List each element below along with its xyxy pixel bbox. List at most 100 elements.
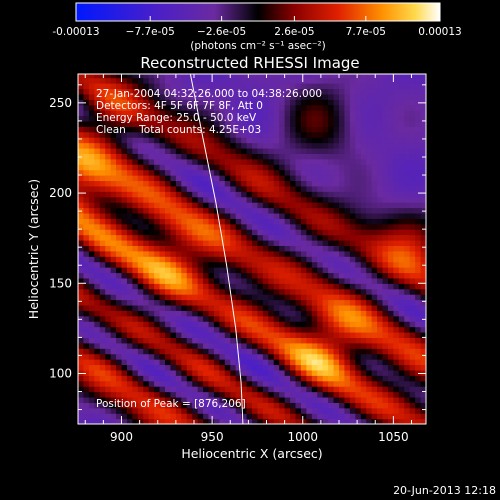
- heatmap-cell: [311, 348, 318, 355]
- heatmap-cell: [126, 261, 133, 268]
- heatmap-cell: [159, 277, 166, 284]
- heatmap-cell: [116, 169, 123, 176]
- heatmap-cell: [241, 74, 248, 79]
- heatmap-cell: [377, 147, 384, 154]
- heatmap-cell: [377, 83, 384, 90]
- heatmap-cell: [393, 413, 400, 420]
- heatmap-cell: [208, 142, 215, 149]
- heatmap-cell: [311, 175, 318, 182]
- heatmap-cell: [110, 223, 117, 230]
- heatmap-cell: [349, 359, 356, 366]
- heatmap-cell: [300, 196, 307, 203]
- heatmap-cell: [404, 294, 411, 301]
- heatmap-cell: [116, 407, 123, 414]
- heatmap-cell: [284, 104, 291, 111]
- heatmap-cell: [116, 147, 123, 154]
- heatmap-cell: [105, 407, 112, 414]
- heatmap-cell: [306, 272, 313, 279]
- heatmap-cell: [290, 277, 297, 284]
- heatmap-cell: [116, 386, 123, 393]
- heatmap-cell: [88, 413, 95, 420]
- heatmap-cell: [382, 288, 389, 295]
- heatmap-cell: [279, 386, 286, 393]
- heatmap-cell: [279, 369, 286, 376]
- heatmap-cell: [126, 288, 133, 295]
- heatmap-cell: [295, 348, 302, 355]
- heatmap-cell: [137, 239, 144, 246]
- heatmap-cell: [415, 304, 422, 311]
- heatmap-cell: [328, 169, 335, 176]
- heatmap-cell: [300, 88, 307, 95]
- heatmap-cell: [170, 229, 177, 236]
- heatmap-cell: [339, 283, 346, 290]
- heatmap-cell: [219, 83, 226, 90]
- heatmap-cell: [349, 234, 356, 241]
- heatmap-cell: [252, 402, 259, 409]
- heatmap-cell: [311, 364, 318, 371]
- heatmap-cell: [284, 223, 291, 230]
- heatmap-cell: [252, 196, 259, 203]
- heatmap-cell: [170, 321, 177, 328]
- heatmap-cell: [387, 342, 394, 349]
- heatmap-cell: [175, 396, 182, 403]
- heatmap-cell: [159, 131, 166, 138]
- heatmap-cell: [241, 229, 248, 236]
- heatmap-cell: [349, 348, 356, 355]
- heatmap-cell: [398, 321, 405, 328]
- heatmap-cell: [159, 153, 166, 160]
- heatmap-cell: [186, 364, 193, 371]
- heatmap-cell: [328, 294, 335, 301]
- heatmap-cell: [382, 158, 389, 165]
- heatmap-cell: [83, 331, 90, 338]
- heatmap-cell: [116, 223, 123, 230]
- heatmap-cell: [273, 196, 280, 203]
- heatmap-cell: [333, 245, 340, 252]
- heatmap-cell: [377, 180, 384, 187]
- heatmap-cell: [252, 277, 259, 284]
- heatmap-cell: [404, 391, 411, 398]
- heatmap-cell: [349, 369, 356, 376]
- heatmap-cell: [295, 88, 302, 95]
- heatmap-cell: [88, 158, 95, 165]
- heatmap-cell: [393, 191, 400, 198]
- heatmap-cell: [126, 234, 133, 241]
- heatmap-cell: [241, 331, 248, 338]
- heatmap-cell: [387, 223, 394, 230]
- heatmap-cell: [126, 331, 133, 338]
- heatmap-cell: [377, 218, 384, 225]
- heatmap-cell: [393, 375, 400, 382]
- heatmap-cell: [295, 126, 302, 133]
- heatmap-cell: [230, 413, 237, 420]
- heatmap-cell: [252, 126, 259, 133]
- heatmap-cell: [333, 304, 340, 311]
- heatmap-cell: [371, 223, 378, 230]
- heatmap-cell: [241, 321, 248, 328]
- heatmap-cell: [110, 250, 117, 257]
- heatmap-cell: [317, 353, 324, 360]
- heatmap-cell: [268, 169, 275, 176]
- heatmap-cell: [290, 74, 297, 79]
- heatmap-cell: [339, 288, 346, 295]
- heatmap-cell: [339, 223, 346, 230]
- heatmap-cell: [409, 364, 416, 371]
- heatmap-cell: [137, 359, 144, 366]
- heatmap-cell: [126, 245, 133, 252]
- heatmap-cell: [252, 180, 259, 187]
- heatmap-cell: [268, 120, 275, 127]
- heatmap-cell: [360, 169, 367, 176]
- heatmap-cell: [311, 310, 318, 317]
- heatmap-cell: [333, 294, 340, 301]
- heatmap-cell: [121, 413, 128, 420]
- heatmap-cell: [257, 169, 264, 176]
- heatmap-cell: [78, 245, 85, 252]
- heatmap-cell: [154, 310, 161, 317]
- heatmap-cell: [246, 396, 253, 403]
- heatmap-cell: [409, 288, 416, 295]
- heatmap-cell: [94, 185, 101, 192]
- heatmap-cell: [295, 337, 302, 344]
- heatmap-cell: [230, 364, 237, 371]
- heatmap-cell: [366, 120, 373, 127]
- heatmap-cell: [317, 359, 324, 366]
- heatmap-cell: [268, 88, 275, 95]
